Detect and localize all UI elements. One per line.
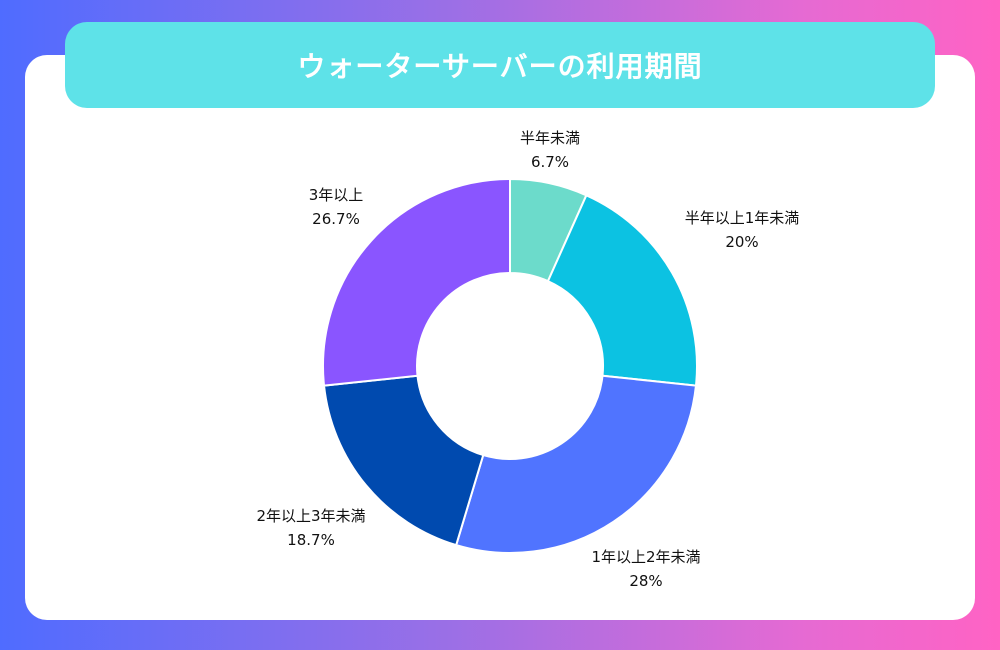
slice-label-1: 半年未満 — [520, 129, 580, 147]
title-banner: ウォーターサーバーの利用期間 — [65, 22, 935, 108]
donut-slice-5 — [322, 177, 511, 387]
slice-value-label-5: 26.7% — [312, 210, 360, 228]
donut-slice-3 — [454, 374, 698, 554]
slice-label-4: 2年以上3年未満 — [256, 507, 365, 525]
slice-value-label-4: 18.7% — [287, 531, 335, 549]
slice-value-label-1: 6.7% — [531, 153, 569, 171]
donut-slice-4 — [322, 374, 485, 547]
chart-title: ウォーターサーバーの利用期間 — [297, 50, 703, 83]
slice-value-label-3: 28% — [629, 572, 662, 590]
slice-label-5: 3年以上 — [309, 186, 364, 204]
donut-slice-2 — [546, 193, 698, 387]
slice-label-2: 半年以上1年未満 — [685, 209, 800, 227]
slice-label-3: 1年以上2年未満 — [591, 548, 700, 566]
slice-value-label-2: 20% — [725, 233, 758, 251]
